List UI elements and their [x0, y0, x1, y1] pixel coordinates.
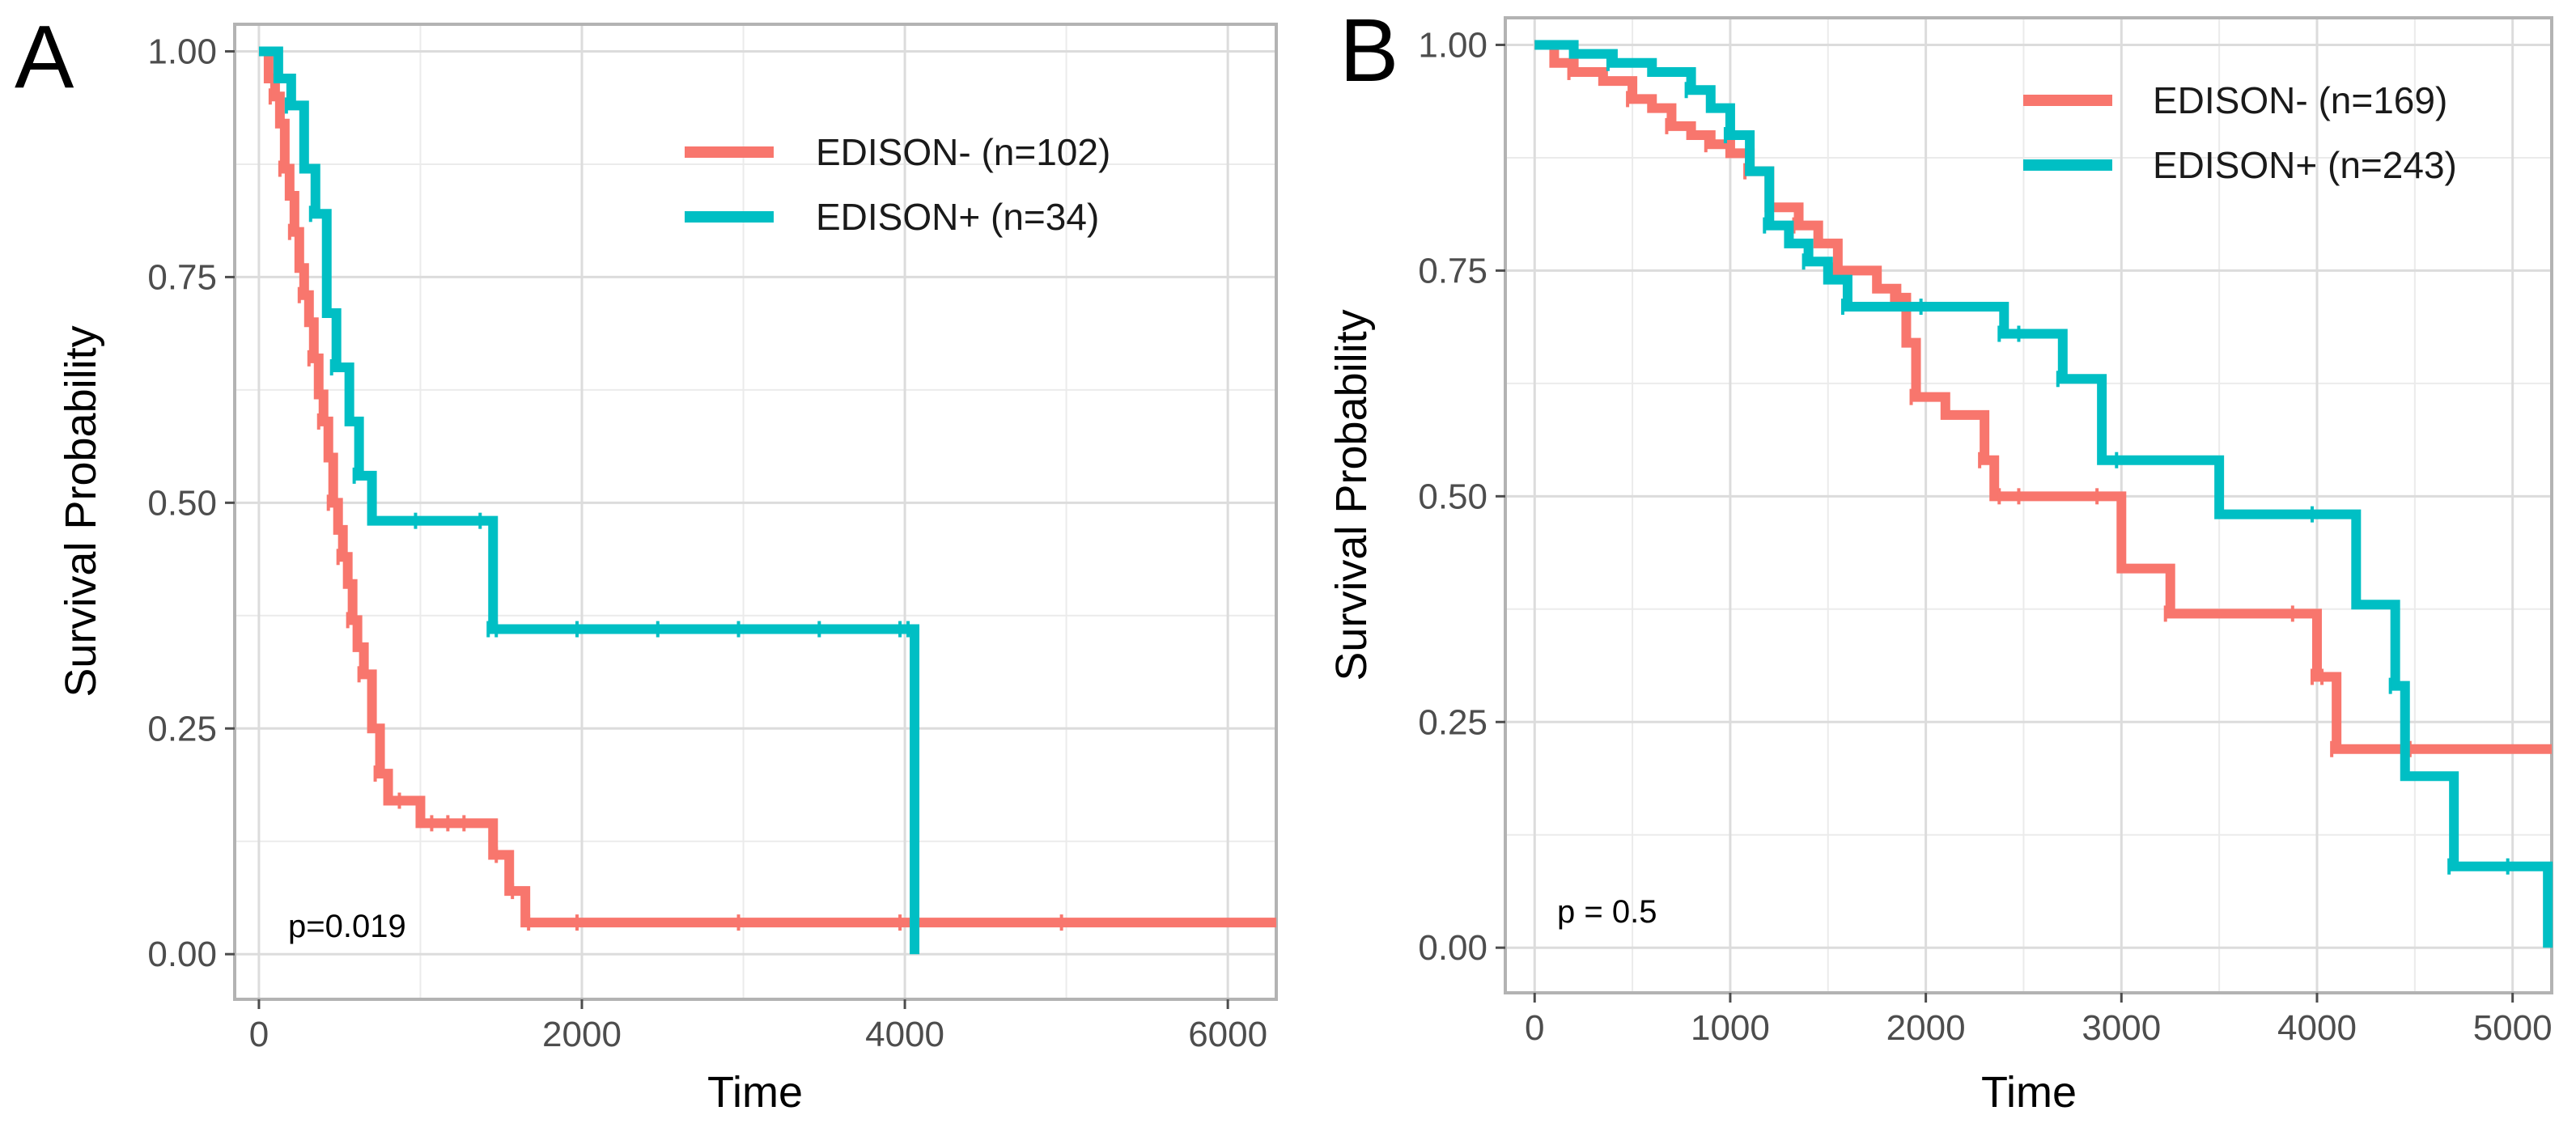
- x-tick-label: 5000: [2473, 1008, 2553, 1048]
- x-tick-label: 6000: [1188, 1015, 1267, 1054]
- y-tick-label: 0.75: [147, 257, 217, 297]
- panel-b-grid: [1505, 18, 2552, 993]
- km-curve-edison-neg: [1534, 40, 2552, 754]
- x-tick-label: 4000: [865, 1015, 944, 1054]
- panel-b-pvalue: p = 0.5: [1557, 894, 1657, 930]
- panel-b-frame: [1504, 16, 2553, 994]
- y-tick-label: 1.00: [1418, 25, 1487, 65]
- panel-a-pvalue: p=0.019: [288, 909, 406, 944]
- y-tick-label: 0.75: [1418, 251, 1487, 290]
- panel-b-y-axis-title: Survival Probability: [1327, 309, 1376, 680]
- legend-label-edison-pos: EDISON+ (n=243): [2153, 144, 2457, 186]
- x-tick-label: 1000: [1691, 1008, 1770, 1048]
- panel-a: A 0 2000 4000 6000 0.00 0.25 0.50 0.75 1.00 EDIS…: [15, 7, 1278, 1117]
- x-tick-label: 2000: [1886, 1008, 1966, 1048]
- y-tick-label: 0.00: [147, 935, 217, 974]
- km-curve-edison-neg: [258, 46, 1276, 928]
- panel-a-y-axis-title: Survival Probability: [57, 325, 105, 697]
- km-curve-edison-pos: [1534, 40, 2553, 948]
- panel-a-ticks: 0 2000 4000 6000 0.00 0.25 0.50 0.75 1.00: [147, 32, 1267, 1054]
- panel-a-letter: A: [15, 7, 74, 107]
- y-tick-label: 0.25: [147, 709, 217, 748]
- panel-a-x-axis-title: Time: [707, 1068, 803, 1117]
- panel-b-x-axis-title: Time: [1981, 1068, 2077, 1117]
- x-tick-label: 2000: [542, 1015, 622, 1054]
- panel-a-grid: [235, 24, 1276, 999]
- x-tick-label: 0: [249, 1015, 269, 1054]
- panel-a-legend: EDISON- (n=102) EDISON+ (n=34): [685, 131, 1110, 238]
- y-tick-label: 1.00: [147, 32, 217, 71]
- panel-b-letter: B: [1339, 1, 1398, 100]
- km-curve-edison-pos: [258, 46, 920, 955]
- legend-label-edison-neg: EDISON- (n=102): [816, 131, 1110, 173]
- panel-a-series: [258, 46, 1276, 955]
- x-tick-label: 0: [1525, 1008, 1544, 1048]
- y-tick-label: 0.50: [147, 483, 217, 523]
- panel-a-frame: [233, 23, 1278, 1001]
- legend-label-edison-pos: EDISON+ (n=34): [816, 196, 1099, 238]
- x-tick-label: 3000: [2082, 1008, 2161, 1048]
- panel-b-ticks: 0 1000 2000 3000 4000 5000 0.00 0.25 0.50 0.75 1.0…: [1418, 25, 2552, 1048]
- x-tick-label: 4000: [2277, 1008, 2357, 1048]
- panel-b: B 0 1000 2000 3000 4000 5000 0.00 0.25 0.50 0.75 1…: [1327, 1, 2553, 1117]
- panel-b-legend: EDISON- (n=169) EDISON+ (n=243): [2023, 79, 2457, 186]
- y-tick-label: 0.50: [1418, 477, 1487, 516]
- y-tick-label: 0.25: [1418, 702, 1487, 742]
- panel-b-series: [1534, 40, 2553, 948]
- y-tick-label: 0.00: [1418, 928, 1487, 968]
- legend-label-edison-neg: EDISON- (n=169): [2153, 79, 2447, 121]
